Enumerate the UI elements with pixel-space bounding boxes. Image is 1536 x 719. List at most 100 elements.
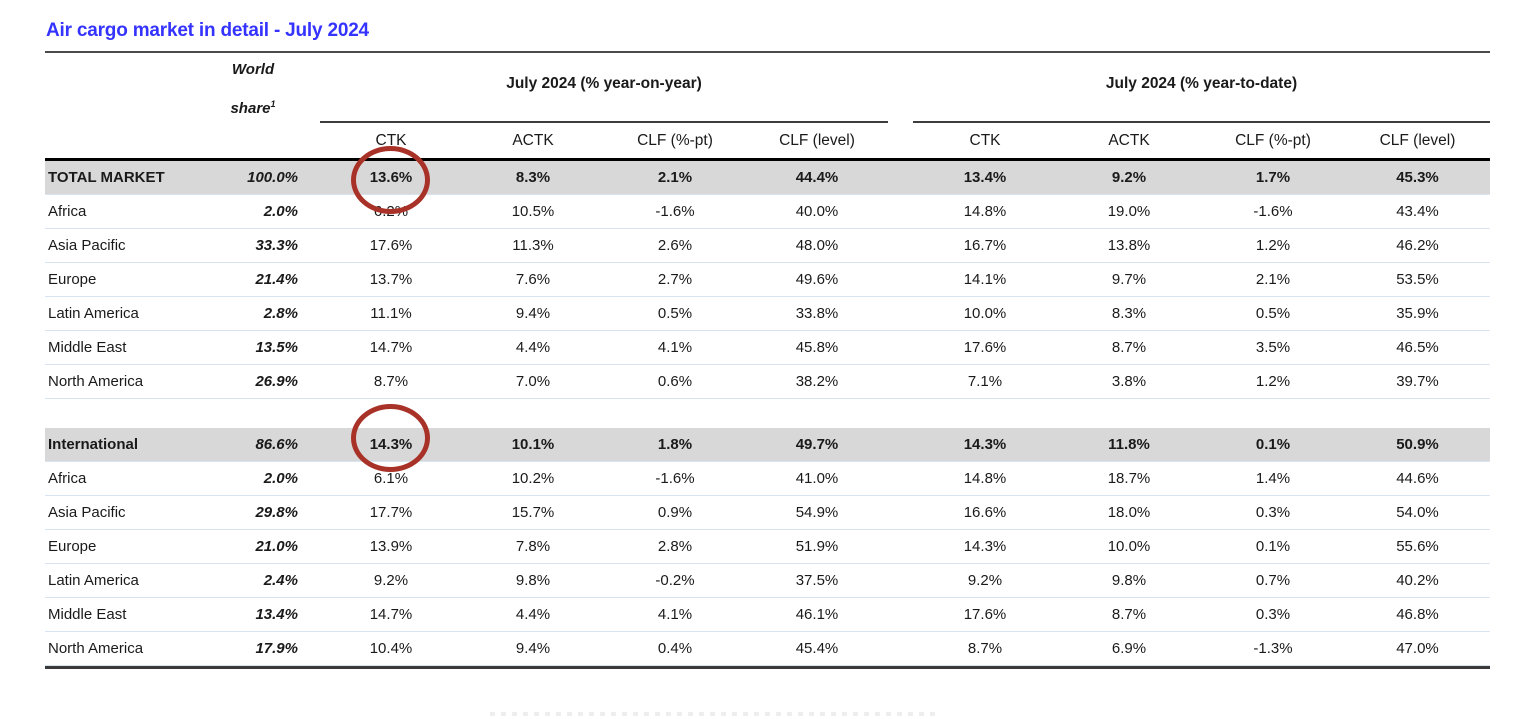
metric-value: 46.2%: [1396, 237, 1439, 254]
metric-value: 17.6%: [963, 606, 1007, 623]
metric-value: 47.0%: [1396, 640, 1439, 657]
metric-value: 8.3%: [515, 169, 551, 186]
col-header-clf-level-yoy: CLF (level): [779, 131, 855, 149]
metric-value: 10.2%: [511, 470, 555, 487]
metric-value: 10.0%: [1107, 538, 1151, 555]
metric-value: 0.7%: [1255, 572, 1291, 589]
row-label: Middle East: [48, 339, 127, 356]
metric-value: 13.7%: [369, 271, 413, 288]
group-gap: [888, 161, 913, 194]
table-row: Latin America 2.4% 9.2% 9.8% -0.2% 37.5%…: [45, 564, 1490, 598]
metric-value: 40.2%: [1396, 572, 1439, 589]
world-share-header: World share1: [200, 53, 320, 123]
metric-value: 39.7%: [1396, 373, 1439, 390]
col-header-clf-pt-yoy: CLF (%-pt): [637, 131, 713, 149]
metric-value: 19.0%: [1107, 203, 1151, 220]
metric-value: 9.4%: [515, 640, 551, 657]
metric-value: 14.7%: [369, 339, 413, 356]
metric-value: 9.7%: [1111, 271, 1147, 288]
metric-value: 13.4%: [963, 169, 1007, 186]
table-row: Middle East 13.5% 14.7% 4.4% 4.1% 45.8% …: [45, 331, 1490, 365]
world-share-value: 17.9%: [255, 640, 298, 657]
metric-value: 0.3%: [1255, 606, 1291, 623]
metric-value: 9.8%: [515, 572, 551, 589]
header-spacer: [45, 53, 200, 123]
metric-value: 9.8%: [1111, 572, 1147, 589]
table-row: Middle East 13.4% 14.7% 4.4% 4.1% 46.1% …: [45, 598, 1490, 632]
air-cargo-table: World share1 July 2024 (% year-on-year) …: [45, 51, 1490, 669]
row-label: Africa: [48, 203, 87, 220]
metric-value: 9.2%: [967, 572, 1003, 589]
metric-value: 8.7%: [1111, 606, 1147, 623]
metric-value: 50.9%: [1396, 436, 1439, 453]
metric-value: -1.6%: [655, 470, 695, 487]
metric-value: 14.7%: [369, 606, 413, 623]
metric-value: 10.0%: [963, 305, 1007, 322]
metric-value: 0.6%: [657, 373, 693, 390]
world-share-value: 2.0%: [263, 203, 298, 220]
world-share-line2: share1: [230, 99, 276, 117]
group-gap: [888, 297, 913, 330]
metric-value: 0.9%: [657, 504, 693, 521]
col-header-clf-pt-ytd: CLF (%-pt): [1235, 131, 1311, 149]
metric-value: 1.4%: [1255, 470, 1291, 487]
metric-value: 2.1%: [657, 169, 693, 186]
table-row: Latin America 2.8% 11.1% 9.4% 0.5% 33.8%…: [45, 297, 1490, 331]
metric-value: 46.8%: [1396, 606, 1439, 623]
metric-value: 17.7%: [369, 504, 413, 521]
row-label: North America: [48, 640, 144, 657]
metric-value: 11.3%: [512, 237, 554, 254]
metric-value: 49.6%: [795, 271, 839, 288]
metric-value: 0.3%: [1255, 504, 1291, 521]
metric-value: 54.0%: [1396, 504, 1439, 521]
metric-value: 8.7%: [373, 373, 409, 390]
metric-value: -1.3%: [1253, 640, 1293, 657]
metric-value: 33.8%: [795, 305, 839, 322]
metric-value: 0.1%: [1255, 538, 1291, 555]
group-gap: [888, 564, 913, 597]
metric-value: 54.9%: [795, 504, 839, 521]
row-label: Asia Pacific: [48, 504, 126, 521]
metric-value: 4.1%: [657, 339, 693, 356]
metric-value: 13.9%: [369, 538, 413, 555]
col-header-ctk-yoy: CTK: [375, 131, 407, 149]
group-gap: [888, 462, 913, 495]
metric-value: 10.5%: [511, 203, 555, 220]
table-row: North America 17.9% 10.4% 9.4% 0.4% 45.4…: [45, 632, 1490, 666]
metric-value: 2.8%: [657, 538, 693, 555]
metric-value: 0.4%: [657, 640, 693, 657]
world-share-value: 13.5%: [255, 339, 298, 356]
metric-value: 3.8%: [1111, 373, 1147, 390]
metric-value: 45.8%: [795, 339, 839, 356]
group-gap: [888, 263, 913, 296]
cropped-footnote-artifact: [490, 712, 935, 716]
world-share-value: 86.6%: [255, 436, 298, 453]
row-label: Africa: [48, 470, 87, 487]
metric-value: 8.7%: [967, 640, 1003, 657]
world-share-value: 21.0%: [255, 538, 298, 555]
table-header-metrics: CTK ACTK CLF (%-pt) CLF (level) CTK ACTK…: [45, 123, 1490, 161]
world-share-value: 26.9%: [255, 373, 298, 390]
metric-value: 4.1%: [657, 606, 693, 623]
metric-value: 13.8%: [1107, 237, 1151, 254]
metric-value: 14.3%: [963, 538, 1007, 555]
group-gap: [888, 496, 913, 529]
row-label: North America: [48, 373, 144, 390]
metric-value: 53.5%: [1396, 271, 1439, 288]
col-header-ctk-ytd: CTK: [969, 131, 1001, 149]
metric-value: 9.2%: [373, 572, 409, 589]
metric-value: 43.4%: [1396, 203, 1439, 220]
metric-value: 14.8%: [963, 203, 1007, 220]
annotation-circle-total-market-ctk: [351, 146, 430, 214]
metric-value: 51.9%: [795, 538, 839, 555]
metric-value: 40.0%: [795, 203, 839, 220]
metric-value: 11.8%: [1108, 436, 1150, 453]
group-gap: [888, 632, 913, 665]
metric-value: 8.3%: [1111, 305, 1147, 322]
metric-value: 2.1%: [1255, 271, 1291, 288]
world-share-value: 13.4%: [255, 606, 298, 623]
table-row: Europe 21.0% 13.9% 7.8% 2.8% 51.9% 14.3%…: [45, 530, 1490, 564]
row-label: Latin America: [48, 305, 139, 322]
world-share-value: 2.0%: [263, 470, 298, 487]
row-label: Europe: [48, 271, 97, 288]
